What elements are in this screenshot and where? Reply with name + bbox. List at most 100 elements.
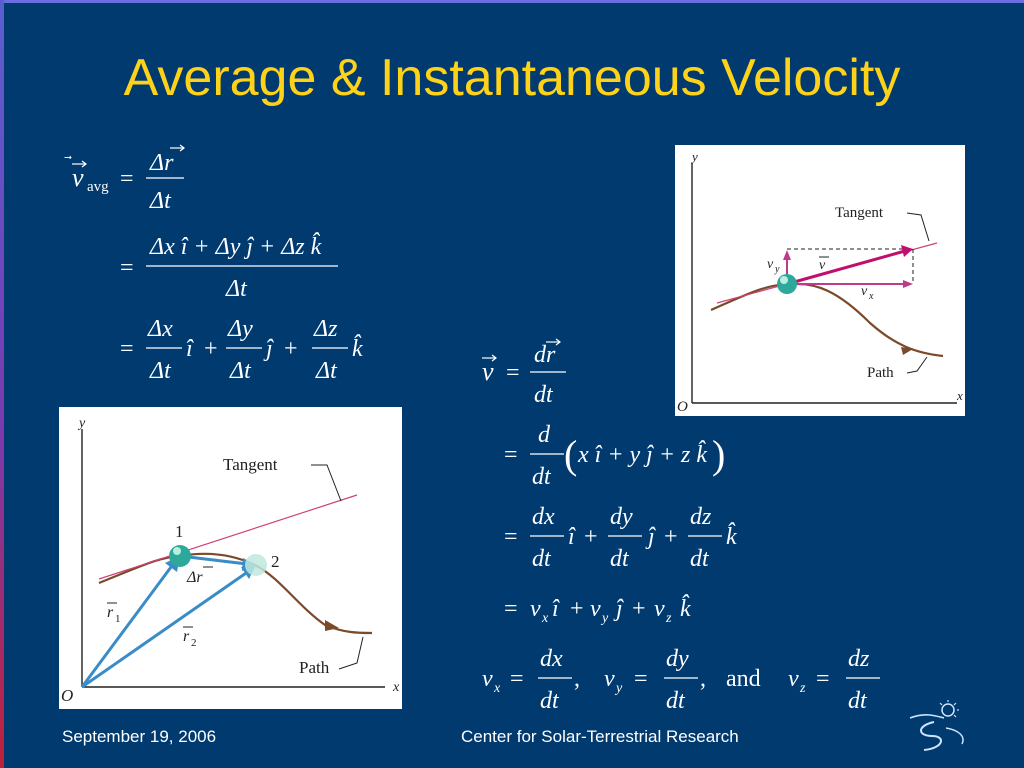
vy-r4: v	[590, 596, 601, 622]
equals-1: =	[120, 166, 134, 192]
and-word: and	[726, 666, 761, 692]
footer-organization: Center for Solar-Terrestrial Research	[461, 727, 739, 746]
velocity-tangent-figure: y x O Tangent v v x v y Path	[675, 145, 965, 416]
vy-label-sub: y	[774, 264, 780, 275]
j-hat: ĵ	[263, 336, 274, 362]
slide-title: Average & Instantaneous Velocity	[123, 49, 901, 107]
i-hat-r3: î	[568, 524, 576, 550]
y-axis-label: y	[77, 416, 86, 431]
delta-r: Δr	[149, 150, 174, 176]
tangent-label: Tangent	[223, 455, 278, 474]
plus-r3b: +	[664, 524, 678, 550]
delta-y: Δy	[227, 316, 253, 342]
delta-r-label: Δr	[186, 569, 203, 586]
equals-vz: =	[816, 666, 830, 692]
vy-def: v	[604, 666, 615, 692]
path-label: Path	[299, 658, 330, 677]
delta-t-2: Δt	[225, 276, 248, 302]
j-hat-r4: ĵ	[613, 596, 624, 622]
equals-r2: =	[504, 442, 518, 468]
dz: dz	[690, 504, 712, 530]
equals-r1: =	[506, 360, 520, 386]
equals-vy: =	[634, 666, 648, 692]
tangent-label: Tangent	[835, 205, 884, 221]
v-label: v	[819, 258, 826, 273]
comma-1: ,	[574, 666, 580, 692]
footer-date: September 19, 2006	[62, 727, 217, 746]
dt-r3a: dt	[532, 546, 552, 572]
top-edge	[0, 0, 1024, 3]
dz-def: dz	[848, 646, 870, 672]
dy: dy	[610, 504, 633, 530]
r1-label: r	[107, 604, 114, 621]
plus-1: +	[204, 336, 218, 362]
vy-sub-r4: y	[600, 611, 609, 626]
vz-sub-r4: z	[665, 611, 672, 626]
r2-label: r	[183, 628, 190, 645]
vx-sub-r4: x	[541, 611, 549, 626]
numerator-2: Δx î + Δy ĵ + Δz k̂	[149, 232, 322, 260]
equals-2: =	[120, 255, 134, 281]
dx: dx	[532, 504, 555, 530]
vz-def-sub: z	[799, 681, 806, 696]
k-hat-r3: k̂	[726, 522, 737, 550]
left-edge	[0, 0, 4, 768]
equals-r3: =	[504, 524, 518, 550]
d-operator: d	[538, 422, 551, 448]
vz-def: v	[788, 666, 799, 692]
k-hat: k̂	[352, 334, 363, 362]
dt-def-z: dt	[848, 688, 868, 714]
v-symbol: v	[482, 357, 494, 386]
r1-label-sub: 1	[115, 613, 121, 625]
origin-label: O	[677, 399, 688, 415]
i-hat: î	[186, 336, 194, 362]
delta-t-3a: Δt	[149, 358, 172, 384]
v-avg-subscript: avg	[87, 179, 109, 195]
dt-r1: dt	[534, 382, 554, 408]
dt-def-y: dt	[666, 688, 686, 714]
x-axis-label: x	[956, 388, 963, 403]
delta-t-1: Δt	[149, 188, 172, 214]
delta-z: Δz	[313, 316, 338, 342]
dr: dr	[534, 342, 556, 368]
dt-r3b: dt	[610, 546, 630, 572]
delta-t-3c: Δt	[315, 358, 338, 384]
dt-r2: dt	[532, 464, 552, 490]
equals-r4: =	[504, 596, 518, 622]
plus-r4b: +	[632, 596, 646, 622]
path-label: Path	[867, 365, 894, 381]
instantaneous-velocity-equations: v = dr dt = d dt ( x î + y ĵ + z k̂ ) = …	[476, 332, 896, 722]
vy-label: v	[767, 257, 774, 272]
plus-2: +	[284, 336, 298, 362]
i-hat-r4: î	[552, 596, 560, 622]
point-1-label: 1	[175, 522, 184, 541]
plus-r4a: +	[570, 596, 584, 622]
origin-label: O	[61, 686, 73, 705]
comma-2: ,	[700, 666, 706, 692]
vy-def-sub: y	[614, 681, 623, 696]
vx-label-sub: x	[868, 291, 874, 302]
dy-def: dy	[666, 646, 689, 672]
dt-r3c: dt	[690, 546, 710, 572]
equals-3: =	[120, 336, 134, 362]
r2-label-sub: 2	[191, 637, 197, 649]
x-axis-label: x	[392, 680, 400, 695]
v-avg-arrow: ⃗	[64, 155, 72, 160]
vx-label: v	[861, 284, 868, 299]
vx-def: v	[482, 666, 493, 692]
paren-right: )	[712, 432, 725, 477]
point-2-label: 2	[271, 552, 280, 571]
solar-logo-icon	[906, 700, 972, 754]
paren-expression: x î + y ĵ + z k̂	[577, 440, 707, 468]
k-hat-r4: k̂	[680, 594, 691, 622]
v-avg-symbol: v	[72, 163, 84, 192]
vz-r4: v	[654, 596, 665, 622]
y-axis-label: y	[690, 149, 698, 164]
plus-r3a: +	[584, 524, 598, 550]
vx-def-sub: x	[493, 681, 501, 696]
delta-x: Δx	[147, 316, 173, 342]
j-hat-r3: ĵ	[645, 524, 656, 550]
delta-t-3b: Δt	[229, 358, 252, 384]
dt-def-x: dt	[540, 688, 560, 714]
vx-r4: v	[530, 596, 541, 622]
